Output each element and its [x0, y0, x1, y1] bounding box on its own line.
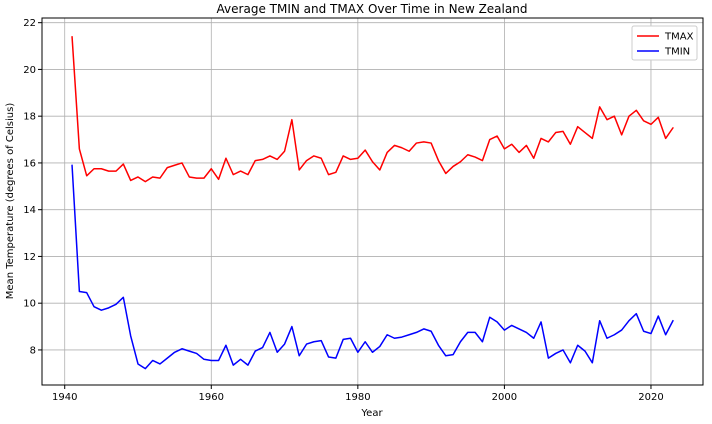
y-tick-label: 20: [23, 65, 36, 76]
y-tick-label: 8: [30, 345, 36, 356]
legend-label-tmax: TMAX: [664, 32, 694, 43]
chart-title: Average TMIN and TMAX Over Time in New Z…: [217, 2, 528, 16]
x-tick-label: 1960: [199, 392, 224, 403]
series-line-tmin: [71, 164, 674, 370]
y-axis-label: Mean Temperature (degrees of Celsius): [5, 103, 16, 300]
legend-label-tmin: TMIN: [664, 47, 690, 58]
y-tick-label: 22: [23, 18, 36, 29]
y-axis-ticks: 8 10 12 14 16 18 20 22: [23, 18, 42, 356]
x-tick-label: 1980: [345, 392, 370, 403]
y-tick-label: 18: [23, 112, 36, 123]
series-line-tmax: [71, 35, 674, 183]
x-tick-label: 2000: [492, 392, 517, 403]
y-tick-label: 12: [23, 252, 36, 263]
y-tick-label: 16: [23, 158, 36, 169]
x-tick-label: 1940: [52, 392, 77, 403]
grid-lines: [42, 18, 703, 385]
x-axis-ticks: 1940 1960 1980 2000 2020: [52, 385, 664, 403]
series-lines: [71, 35, 674, 370]
y-tick-label: 10: [23, 299, 36, 310]
legend: TMAX TMIN: [631, 25, 698, 61]
x-tick-label: 2020: [638, 392, 663, 403]
y-tick-label: 14: [23, 205, 36, 216]
x-axis-label: Year: [360, 408, 383, 419]
plot-frame: [41, 17, 704, 386]
